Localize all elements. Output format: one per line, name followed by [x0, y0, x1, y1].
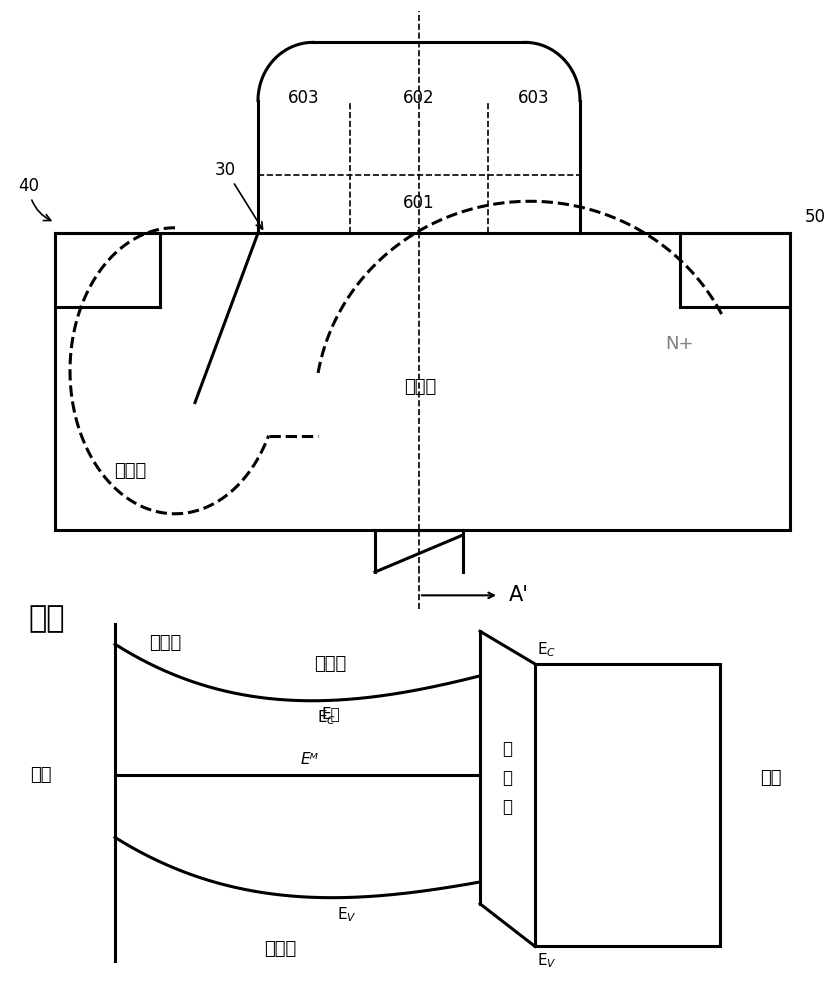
Text: 30: 30: [215, 161, 263, 229]
Text: 50: 50: [804, 208, 825, 226]
Text: 耗尽层: 耗尽层: [404, 378, 436, 395]
Text: 602: 602: [403, 89, 434, 107]
Text: 耗尽层: 耗尽层: [149, 634, 181, 652]
Text: EᲜ: EᲜ: [321, 706, 340, 720]
Text: E$_C$: E$_C$: [316, 709, 335, 727]
Text: Eᴹ: Eᴹ: [301, 752, 319, 767]
Text: E$_V$: E$_V$: [337, 906, 356, 925]
Text: N+: N+: [665, 335, 693, 353]
Text: E$_V$: E$_V$: [537, 951, 556, 970]
Text: 栅极: 栅极: [759, 769, 781, 787]
Text: E$_C$: E$_C$: [537, 640, 555, 659]
Text: 603: 603: [517, 89, 549, 107]
Text: 耗尽层: 耗尽层: [314, 655, 346, 673]
Text: 耗尽层: 耗尽层: [114, 463, 146, 481]
Text: 601: 601: [403, 194, 434, 212]
Text: 603: 603: [288, 89, 319, 107]
Text: 源极: 源极: [30, 766, 52, 784]
Text: 沟道区: 沟道区: [263, 940, 296, 958]
Text: 关态: 关态: [28, 605, 64, 633]
Text: A': A': [508, 586, 528, 606]
Text: 栅
介
质: 栅 介 质: [502, 739, 512, 817]
Text: 40: 40: [18, 176, 51, 221]
